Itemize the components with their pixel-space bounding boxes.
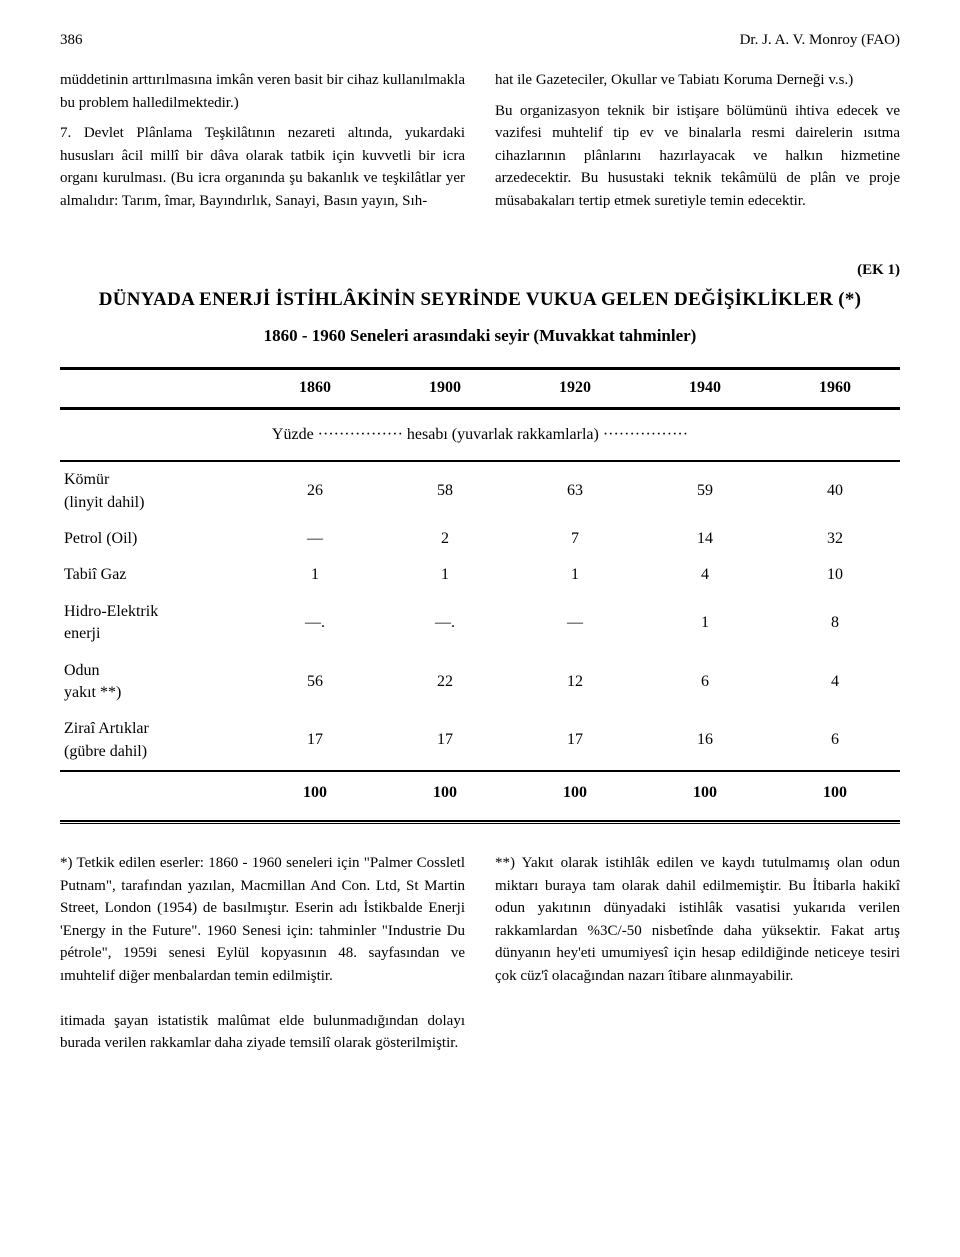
data-cell: 1 bbox=[380, 557, 510, 593]
data-cell: 59 bbox=[640, 461, 770, 521]
data-cell: 4 bbox=[770, 653, 900, 712]
data-cell: 10 bbox=[770, 557, 900, 593]
table-row: Ziraî Artıklar(gübre dahil)171717166 bbox=[60, 711, 900, 771]
total-cell: 100 bbox=[250, 771, 380, 814]
data-cell: 6 bbox=[640, 653, 770, 712]
table-row: Tabiî Gaz111410 bbox=[60, 557, 900, 593]
data-cell: 1 bbox=[510, 557, 640, 593]
body-paragraph: müddetinin arttırılmasına imkân veren ba… bbox=[60, 69, 465, 114]
data-cell: 56 bbox=[250, 653, 380, 712]
data-cell: 6 bbox=[770, 711, 900, 771]
data-cell: 14 bbox=[640, 521, 770, 557]
footnotes: *) Tetkik edilen eserler: 1860 - 1960 se… bbox=[60, 852, 900, 1055]
data-cell: 4 bbox=[640, 557, 770, 593]
page-number: 386 bbox=[60, 30, 83, 51]
table-header-row: 1860 1900 1920 1940 1960 bbox=[60, 369, 900, 408]
data-cell: 17 bbox=[510, 711, 640, 771]
table-row: Odunyakıt **)56221264 bbox=[60, 653, 900, 712]
body-paragraph: 7. Devlet Plânlama Teşkilâtının nezareti… bbox=[60, 122, 465, 212]
data-cell: —. bbox=[380, 594, 510, 653]
left-column: müddetinin arttırılmasına imkân veren ba… bbox=[60, 69, 465, 220]
data-cell: 40 bbox=[770, 461, 900, 521]
data-cell: —. bbox=[250, 594, 380, 653]
row-label: Kömür(linyit dahil) bbox=[60, 461, 250, 521]
body-text: müddetinin arttırılmasına imkân veren ba… bbox=[60, 69, 900, 220]
data-cell: 32 bbox=[770, 521, 900, 557]
total-cell: 100 bbox=[640, 771, 770, 814]
data-cell: 1 bbox=[640, 594, 770, 653]
page-header: 386 Dr. J. A. V. Monroy (FAO) bbox=[60, 30, 900, 51]
col-header: 1940 bbox=[640, 369, 770, 408]
data-cell: 58 bbox=[380, 461, 510, 521]
table-row: Kömür(linyit dahil)2658635940 bbox=[60, 461, 900, 521]
data-cell: 7 bbox=[510, 521, 640, 557]
row-label: Tabiî Gaz bbox=[60, 557, 250, 593]
total-cell: 100 bbox=[380, 771, 510, 814]
body-paragraph: Bu organizasyon teknik bir istişare bölü… bbox=[495, 100, 900, 213]
data-cell: — bbox=[510, 594, 640, 653]
total-cell: 100 bbox=[770, 771, 900, 814]
row-label: Ziraî Artıklar(gübre dahil) bbox=[60, 711, 250, 771]
yuzde-text: Yüzde ················ hesabı (yuvarlak … bbox=[60, 408, 900, 461]
col-header bbox=[60, 369, 250, 408]
data-cell: 1 bbox=[250, 557, 380, 593]
yuzde-row: Yüzde ················ hesabı (yuvarlak … bbox=[60, 408, 900, 461]
row-label: Hidro-Elektrikenerji bbox=[60, 594, 250, 653]
data-cell: 22 bbox=[380, 653, 510, 712]
data-cell: 17 bbox=[250, 711, 380, 771]
annex-label: (EK 1) bbox=[60, 260, 900, 281]
row-label: Odunyakıt **) bbox=[60, 653, 250, 712]
table-row: Petrol (Oil)—271432 bbox=[60, 521, 900, 557]
right-column: hat ile Gazeteciler, Okullar ve Tabiatı … bbox=[495, 69, 900, 220]
col-header: 1960 bbox=[770, 369, 900, 408]
footnote-left: *) Tetkik edilen eserler: 1860 - 1960 se… bbox=[60, 852, 465, 1055]
col-header: 1900 bbox=[380, 369, 510, 408]
footnote-right: **) Yakıt olarak istihlâk edilen ve kayd… bbox=[495, 852, 900, 1055]
table-row: Hidro-Elektrikenerji—.—.—18 bbox=[60, 594, 900, 653]
double-rule bbox=[60, 820, 900, 824]
data-cell: — bbox=[250, 521, 380, 557]
col-header: 1920 bbox=[510, 369, 640, 408]
data-cell: 63 bbox=[510, 461, 640, 521]
table-subtitle: 1860 - 1960 Seneleri arasındaki seyir (M… bbox=[60, 324, 900, 348]
row-label: Petrol (Oil) bbox=[60, 521, 250, 557]
data-cell: 16 bbox=[640, 711, 770, 771]
data-cell: 12 bbox=[510, 653, 640, 712]
data-cell: 8 bbox=[770, 594, 900, 653]
body-paragraph: hat ile Gazeteciler, Okullar ve Tabiatı … bbox=[495, 69, 900, 92]
col-header: 1860 bbox=[250, 369, 380, 408]
total-cell bbox=[60, 771, 250, 814]
data-cell: 17 bbox=[380, 711, 510, 771]
energy-table: 1860 1900 1920 1940 1960 Yüzde ·········… bbox=[60, 367, 900, 814]
total-cell: 100 bbox=[510, 771, 640, 814]
table-title: DÜNYADA ENERJİ İSTİHLÂKİNİN SEYRİNDE VUK… bbox=[60, 287, 900, 314]
author-name: Dr. J. A. V. Monroy (FAO) bbox=[740, 30, 900, 51]
data-cell: 26 bbox=[250, 461, 380, 521]
data-cell: 2 bbox=[380, 521, 510, 557]
total-row: 100 100 100 100 100 bbox=[60, 771, 900, 814]
